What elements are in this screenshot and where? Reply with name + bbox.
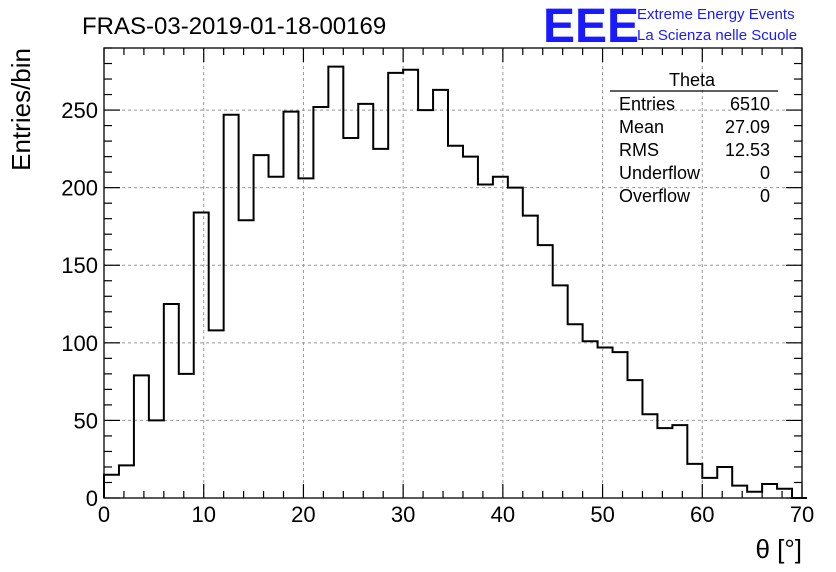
histogram-bin — [508, 188, 523, 498]
stats-value: 6510 — [730, 94, 770, 114]
stats-label: Mean — [619, 117, 664, 137]
histogram-bin — [418, 110, 433, 498]
y-tick-label: 200 — [61, 176, 98, 201]
x-tick-label: 70 — [790, 502, 814, 527]
histogram-bin — [553, 285, 568, 498]
histogram-bin — [568, 324, 583, 498]
histogram-bin — [523, 216, 538, 498]
histogram-bin — [642, 414, 657, 498]
histogram-bin — [717, 467, 732, 498]
histogram-bin — [283, 112, 298, 498]
stats-label: Overflow — [619, 186, 691, 206]
stats-value: 27.09 — [725, 117, 770, 137]
x-tick-label: 30 — [391, 502, 415, 527]
histogram-bin — [209, 330, 224, 498]
plot-frame — [103, 47, 803, 499]
stats-box: Theta Entries 6510 Mean 27.09 RMS 12.53 Underf… — [610, 70, 778, 206]
eee-logo: EEE Extreme Energy Events La Scienza nel… — [543, 0, 797, 53]
histogram-bin — [388, 73, 403, 498]
histogram-bin — [762, 484, 777, 498]
histogram-bin — [732, 486, 747, 498]
histogram-bin — [463, 157, 478, 498]
histogram-bin — [328, 67, 343, 498]
histogram-bin — [194, 212, 209, 498]
stats-label: Underflow — [619, 163, 701, 183]
histogram-bin — [104, 475, 119, 498]
histogram-bin — [239, 220, 254, 498]
histogram-bin — [119, 465, 134, 498]
logo-line1: Extreme Energy Events — [637, 6, 795, 23]
axis-ticks — [103, 47, 803, 499]
histogram-bin — [254, 155, 269, 498]
histogram-bin — [702, 478, 717, 498]
histogram-bin — [613, 352, 628, 498]
stats-label: RMS — [619, 140, 659, 160]
histogram-bin — [358, 104, 373, 498]
stats-title: Theta — [669, 70, 716, 90]
x-tick-label: 10 — [191, 502, 215, 527]
histogram-outline — [103, 65, 807, 499]
stats-value: 12.53 — [725, 140, 770, 160]
histogram-bin — [403, 70, 418, 498]
histogram-bin — [598, 347, 613, 498]
histogram-bin — [149, 420, 164, 498]
x-tick-label: 0 — [98, 502, 110, 527]
stats-value: 0 — [760, 163, 770, 183]
histogram-bin — [777, 489, 792, 498]
histogram-bin — [164, 304, 179, 498]
y-tick-label: 150 — [61, 253, 98, 278]
histogram-bin — [747, 492, 762, 498]
x-tick-label: 20 — [291, 502, 315, 527]
logo-mark: EEE — [543, 0, 639, 53]
histogram-bin — [179, 374, 194, 498]
histogram-bin — [538, 245, 553, 498]
stats-value: 0 — [760, 186, 770, 206]
x-tick-label: 60 — [690, 502, 714, 527]
y-tick-label: 250 — [61, 98, 98, 123]
histogram-bin — [672, 425, 687, 498]
histogram-bin — [493, 177, 508, 498]
stats-label: Entries — [619, 94, 675, 114]
x-tick-label: 50 — [590, 502, 614, 527]
y-tick-label: 100 — [61, 331, 98, 356]
histogram-bin — [687, 464, 702, 498]
histogram-bin — [478, 185, 493, 498]
histogram-bin — [134, 375, 149, 498]
histogram-bin — [657, 428, 672, 498]
y-axis-title: Entries/bin — [6, 48, 36, 171]
y-tick-label: 50 — [74, 408, 98, 433]
chart-title: FRAS-03-2019-01-18-00169 — [82, 13, 386, 40]
histogram-bin — [583, 341, 598, 498]
histogram-bin — [433, 90, 448, 498]
histogram-bin — [313, 107, 328, 498]
histogram-bin — [298, 178, 313, 498]
histogram-bin — [269, 177, 284, 498]
tick-labels: 0 10 20 30 40 50 60 70 0 50 100 150 200 250 — [61, 98, 814, 527]
histogram-bin — [343, 138, 358, 498]
logo-line2: La Scienza nelle Scuole — [637, 27, 797, 44]
histogram — [103, 65, 807, 499]
y-tick-label: 0 — [86, 486, 98, 511]
grid — [104, 48, 802, 498]
histogram-bin — [373, 149, 388, 498]
x-axis-title: θ [°] — [755, 534, 802, 564]
histogram-bin — [224, 115, 239, 498]
histogram-bin — [628, 380, 643, 498]
x-tick-label: 40 — [491, 502, 515, 527]
histogram-bin — [448, 146, 463, 498]
